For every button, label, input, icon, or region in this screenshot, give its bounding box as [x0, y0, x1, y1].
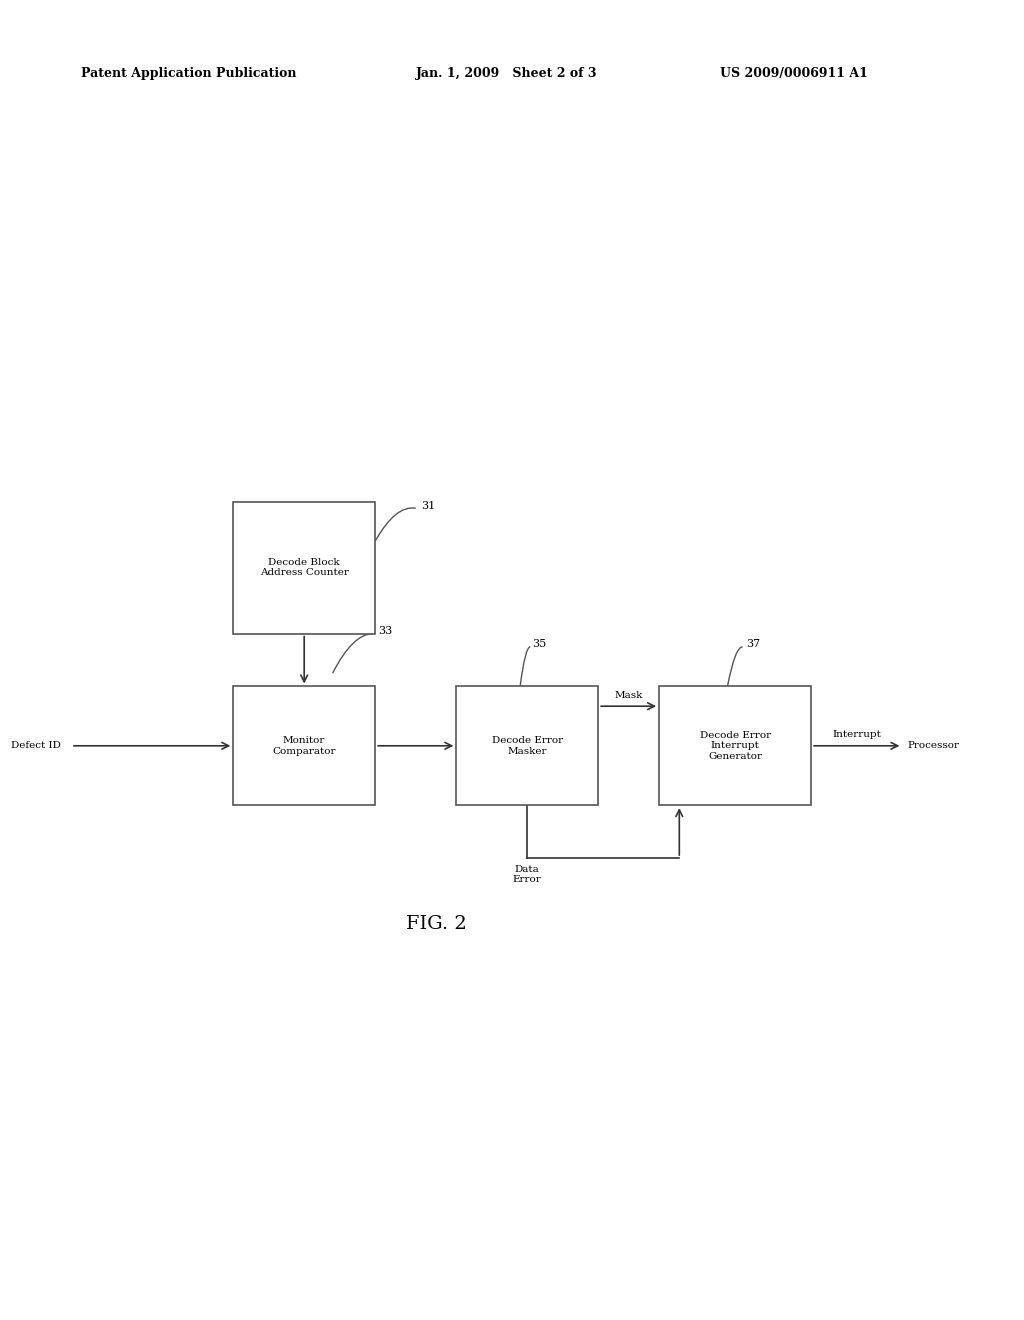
- FancyBboxPatch shape: [233, 502, 375, 634]
- Text: 31: 31: [421, 500, 435, 511]
- Text: FIG. 2: FIG. 2: [406, 915, 466, 933]
- Text: Data
Error: Data Error: [513, 865, 542, 884]
- FancyBboxPatch shape: [659, 686, 811, 805]
- FancyBboxPatch shape: [457, 686, 598, 805]
- Text: Mask: Mask: [614, 690, 643, 700]
- Text: Processor: Processor: [907, 742, 959, 750]
- Text: Decode Error
Masker: Decode Error Masker: [492, 737, 563, 755]
- Text: Defect ID: Defect ID: [11, 742, 60, 750]
- Text: Jan. 1, 2009   Sheet 2 of 3: Jan. 1, 2009 Sheet 2 of 3: [416, 67, 597, 81]
- Text: US 2009/0006911 A1: US 2009/0006911 A1: [720, 67, 867, 81]
- FancyBboxPatch shape: [233, 686, 375, 805]
- Text: Decode Error
Interrupt
Generator: Decode Error Interrupt Generator: [699, 731, 771, 760]
- Text: Interrupt: Interrupt: [833, 730, 882, 739]
- Text: Monitor
Comparator: Monitor Comparator: [272, 737, 336, 755]
- Text: 35: 35: [532, 639, 547, 649]
- Text: Patent Application Publication: Patent Application Publication: [81, 67, 297, 81]
- Text: 33: 33: [378, 626, 392, 636]
- Text: 37: 37: [745, 639, 760, 649]
- Text: Decode Block
Address Counter: Decode Block Address Counter: [260, 558, 348, 577]
